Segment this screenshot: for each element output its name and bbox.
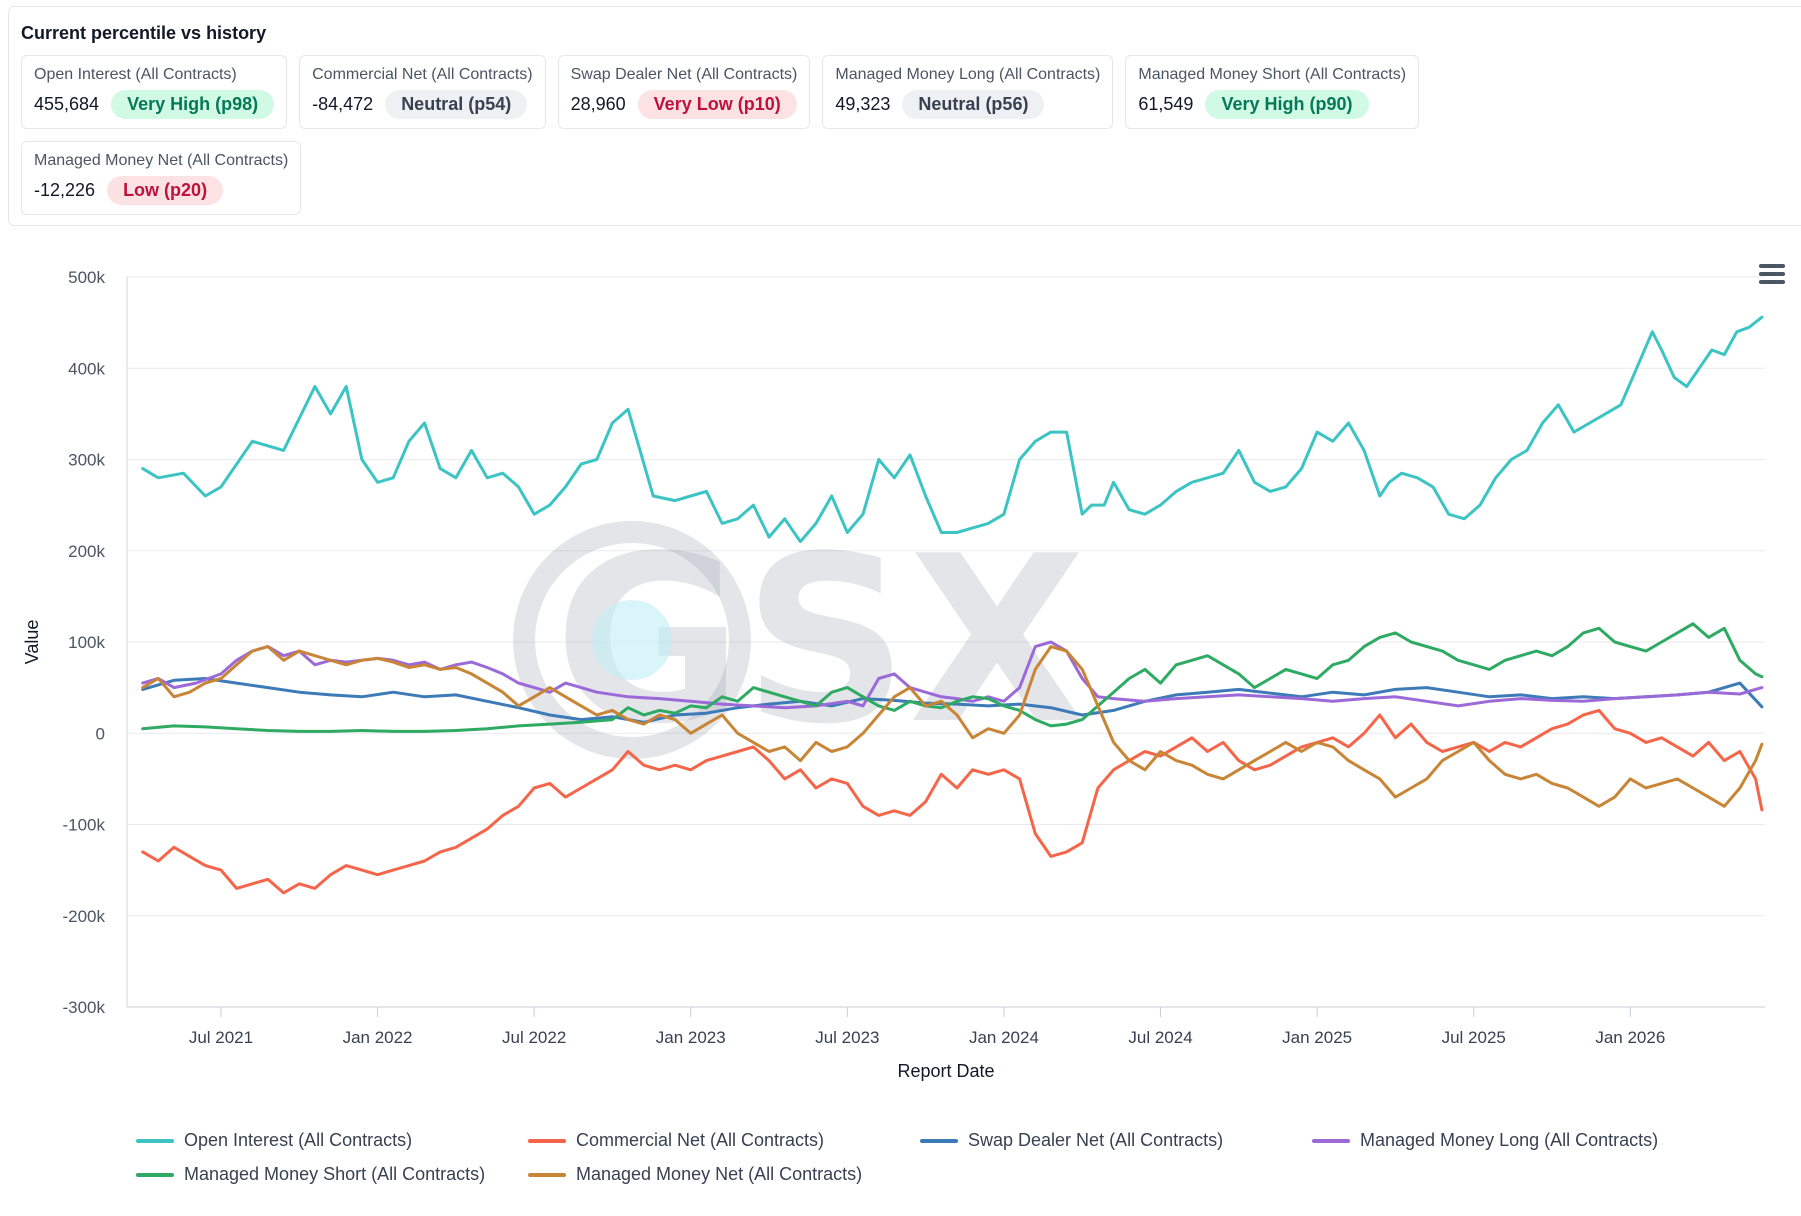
- card-value: 49,323: [835, 94, 891, 114]
- y-tick-label: 200k: [68, 542, 105, 561]
- legend-label: Swap Dealer Net (All Contracts): [968, 1130, 1224, 1150]
- card-label: Managed Money Long (All Contracts): [835, 66, 1101, 83]
- legend-swatch: [1312, 1138, 1350, 1143]
- y-axis-title: Value: [22, 620, 42, 665]
- y-tick-label: 100k: [68, 633, 105, 652]
- legend-swatch: [528, 1138, 566, 1143]
- legend-swatch: [136, 1172, 174, 1177]
- x-tick-label: Jul 2023: [815, 1028, 879, 1047]
- line-chart: GSX 500k400k300k200k100k0-100k-200k-300k…: [22, 268, 1765, 1081]
- y-tick-label: 500k: [68, 268, 105, 287]
- x-tick-label: Jan 2022: [343, 1028, 413, 1047]
- card-label: Open Interest (All Contracts): [34, 66, 237, 83]
- card-value: 61,549: [1138, 94, 1194, 114]
- y-axis: 500k 400k 300k 200k 100k 0 -100k -200k -300k: [62, 268, 105, 1017]
- x-axis: Jul 2021 Jan 2022 Jul 2022 Jan 2023 Jul 2023…: [189, 1007, 1665, 1047]
- legend-item[interactable]: Open Interest (All Contracts): [136, 1130, 412, 1151]
- percentile-panel: Current percentile vs history Open Inter…: [8, 6, 1801, 226]
- hamburger-menu-icon[interactable]: [1759, 264, 1785, 286]
- x-axis-title: Report Date: [897, 1061, 994, 1081]
- card-label: Swap Dealer Net (All Contracts): [570, 66, 798, 83]
- series-lines: [141, 315, 1764, 895]
- x-tick-label: Jan 2023: [656, 1028, 726, 1047]
- x-tick-label: Jan 2024: [969, 1028, 1039, 1047]
- card-label: Managed Money Net (All Contracts): [34, 152, 289, 169]
- x-tick-label: Jan 2026: [1595, 1028, 1665, 1047]
- panel-title: Current percentile vs history: [21, 23, 267, 43]
- card-label: Managed Money Short (All Contracts): [1138, 66, 1407, 83]
- legend-item[interactable]: Swap Dealer Net (All Contracts): [920, 1130, 1223, 1151]
- y-tick-label: -300k: [62, 998, 105, 1017]
- legend-swatch: [136, 1138, 174, 1143]
- series-line-2[interactable]: [141, 708, 1764, 895]
- x-tick-label: Jul 2025: [1442, 1028, 1506, 1047]
- card-label: Commercial Net (All Contracts): [312, 66, 533, 83]
- percentile-card: Managed Money Short (All Contracts) 61,54…: [1125, 55, 1420, 129]
- percentile-card: Swap Dealer Net (All Contracts) 28,960 Ver…: [557, 55, 811, 129]
- y-tick-label: 0: [96, 724, 105, 743]
- series-line-3[interactable]: [141, 677, 1764, 724]
- percentile-badge: Neutral (p54): [385, 90, 528, 119]
- legend-label: Managed Money Long (All Contracts): [1360, 1130, 1659, 1150]
- y-tick-label: 300k: [68, 451, 105, 470]
- x-tick-label: Jul 2024: [1128, 1028, 1192, 1047]
- percentile-badge: Low (p20): [107, 176, 224, 205]
- x-tick-label: Jan 2025: [1282, 1028, 1352, 1047]
- legend-label: Managed Money Short (All Contracts): [184, 1164, 486, 1184]
- legend-swatch: [920, 1138, 958, 1143]
- y-tick-label: -200k: [62, 907, 105, 926]
- percentile-cards: Open Interest (All Contracts) 455,684 Very…: [21, 55, 1581, 215]
- percentile-card: Managed Money Net (All Contracts) -12,226…: [21, 141, 302, 215]
- card-value: 28,960: [570, 94, 626, 114]
- card-value: -12,226: [34, 180, 96, 200]
- watermark-logo-dot: [592, 600, 672, 680]
- y-tick-label: 400k: [68, 359, 105, 378]
- percentile-badge: Very Low (p10): [637, 90, 797, 119]
- legend-label: Commercial Net (All Contracts): [576, 1130, 825, 1150]
- card-value: 455,684: [34, 94, 100, 114]
- series-line-1[interactable]: [141, 315, 1764, 544]
- percentile-card: Open Interest (All Contracts) 455,684 Very…: [21, 55, 288, 129]
- series-line-4[interactable]: [141, 640, 1764, 710]
- x-tick-label: Jul 2021: [189, 1028, 253, 1047]
- legend-item[interactable]: Managed Money Short (All Contracts): [136, 1164, 485, 1185]
- legend-swatch: [528, 1172, 566, 1177]
- card-value: -84,472: [312, 94, 374, 114]
- legend-item[interactable]: Commercial Net (All Contracts): [528, 1130, 824, 1151]
- percentile-badge: Very High (p90): [1205, 90, 1369, 119]
- gridlines: [126, 276, 1765, 1008]
- legend-label: Open Interest (All Contracts): [184, 1130, 413, 1150]
- percentile-badge: Neutral (p56): [902, 90, 1045, 119]
- series-line-5[interactable]: [141, 622, 1764, 733]
- legend-item[interactable]: Managed Money Long (All Contracts): [1312, 1130, 1658, 1151]
- percentile-card: Managed Money Long (All Contracts) 49,323…: [822, 55, 1114, 129]
- legend-label: Managed Money Net (All Contracts): [576, 1164, 863, 1184]
- x-tick-label: Jul 2022: [502, 1028, 566, 1047]
- series-line-6[interactable]: [141, 645, 1764, 808]
- legend-item[interactable]: Managed Money Net (All Contracts): [528, 1164, 862, 1185]
- percentile-badge: Very High (p98): [111, 90, 275, 119]
- percentile-card: Commercial Net (All Contracts) -84,472 Neu…: [299, 55, 546, 129]
- y-tick-label: -100k: [62, 816, 105, 835]
- watermark-logo-ring: [513, 521, 751, 759]
